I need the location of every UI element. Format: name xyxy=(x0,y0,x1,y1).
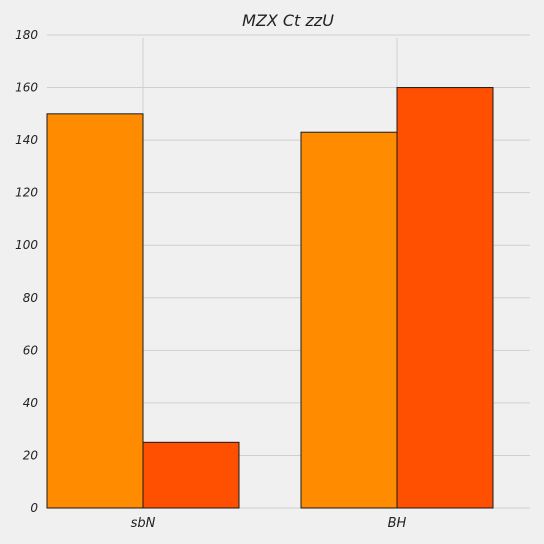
y-tick-label: 100 xyxy=(15,238,38,252)
y-tick-label: 0 xyxy=(30,501,38,515)
bar-BH-series-1 xyxy=(300,131,398,509)
bar-BH-series-2 xyxy=(396,87,494,509)
y-tick-label: 40 xyxy=(23,396,39,410)
bar-sbN-series-1 xyxy=(46,113,144,509)
x-tick-label: sbN xyxy=(131,516,156,531)
y-tick-label: 140 xyxy=(15,133,38,147)
x-axis-ticks: sbN BH xyxy=(131,516,407,531)
bar-sbN-series-2 xyxy=(142,441,240,509)
bars xyxy=(46,87,494,509)
y-axis-ticks: 0 20 40 60 80 100 120 140 160 180 xyxy=(15,28,38,515)
x-tick-label: BH xyxy=(388,516,407,531)
y-tick-label: 80 xyxy=(23,291,39,305)
y-tick-label: 160 xyxy=(15,81,38,95)
chart-title: MZX Ct zzU xyxy=(242,11,334,30)
y-tick-label: 60 xyxy=(23,343,39,357)
y-tick-label: 120 xyxy=(15,186,38,200)
y-tick-label: 180 xyxy=(15,28,38,42)
y-tick-label: 20 xyxy=(23,448,39,462)
